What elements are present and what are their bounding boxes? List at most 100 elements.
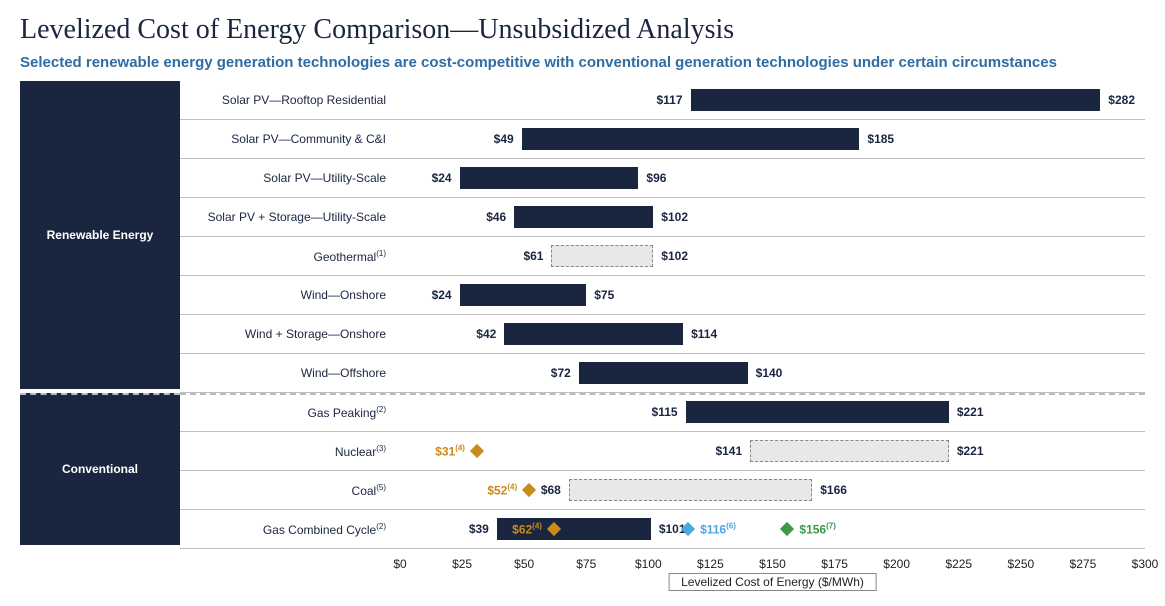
marker-label: $52(4) bbox=[487, 483, 517, 498]
row-label: Wind + Storage—Onshore bbox=[180, 327, 400, 341]
marker-label: $62(4) bbox=[512, 522, 542, 537]
low-value: $115 bbox=[652, 405, 678, 419]
range-bar bbox=[750, 440, 949, 462]
row-bar-area: $24 $96 bbox=[400, 159, 1145, 197]
low-value: $42 bbox=[476, 327, 496, 341]
chart-row: Solar PV—Utility-Scale $24 $96 bbox=[180, 159, 1145, 198]
chart-row: Solar PV + Storage—Utility-Scale $46 $102 bbox=[180, 198, 1145, 237]
row-label: Solar PV—Rooftop Residential bbox=[180, 93, 400, 107]
row-bar-area: $68 $166 $52(4) bbox=[400, 471, 1145, 509]
high-value: $140 bbox=[756, 366, 783, 380]
axis-tick: $225 bbox=[945, 557, 972, 571]
high-value: $282 bbox=[1108, 93, 1135, 107]
marker-label: $31(4) bbox=[435, 444, 465, 459]
high-value: $221 bbox=[957, 405, 984, 419]
chart-row: Solar PV—Rooftop Residential $117 $282 bbox=[180, 81, 1145, 120]
axis-tick: $250 bbox=[1007, 557, 1034, 571]
category-box: Renewable Energy bbox=[20, 81, 180, 389]
high-value: $75 bbox=[594, 288, 614, 302]
row-label: Wind—Offshore bbox=[180, 366, 400, 380]
row-label: Coal(5) bbox=[180, 483, 400, 498]
chart-row: Nuclear(3) $141 $221 $31(4) bbox=[180, 432, 1145, 471]
low-value: $61 bbox=[523, 249, 543, 263]
chart-subtitle: Selected renewable energy generation tec… bbox=[20, 54, 1145, 71]
range-bar bbox=[569, 479, 812, 501]
high-value: $114 bbox=[691, 327, 717, 341]
low-value: $39 bbox=[469, 522, 489, 536]
row-label: Geothermal(1) bbox=[180, 249, 400, 264]
axis-tick: $275 bbox=[1070, 557, 1097, 571]
range-bar bbox=[579, 362, 748, 384]
high-value: $221 bbox=[957, 444, 984, 458]
range-bar bbox=[691, 89, 1101, 111]
chart-title: Levelized Cost of Energy Comparison—Unsu… bbox=[20, 14, 1145, 46]
axis-tick: $150 bbox=[759, 557, 786, 571]
high-value: $185 bbox=[867, 132, 894, 146]
chart-row: Wind—Offshore $72 $140 bbox=[180, 354, 1145, 393]
axis-tick: $75 bbox=[576, 557, 596, 571]
row-bar-area: $49 $185 bbox=[400, 120, 1145, 158]
low-value: $49 bbox=[494, 132, 514, 146]
category-divider bbox=[180, 393, 1145, 395]
axis-tick: $25 bbox=[452, 557, 472, 571]
range-bar bbox=[460, 284, 587, 306]
chart-area: Renewable EnergyConventional Solar PV—Ro… bbox=[20, 81, 1145, 555]
low-value: $46 bbox=[486, 210, 506, 224]
marker-label: $116(6) bbox=[700, 522, 736, 537]
row-label: Gas Peaking(2) bbox=[180, 405, 400, 420]
row-label: Solar PV—Community & C&I bbox=[180, 132, 400, 146]
range-bar bbox=[522, 128, 860, 150]
high-value: $102 bbox=[661, 249, 688, 263]
row-label: Solar PV + Storage—Utility-Scale bbox=[180, 210, 400, 224]
row-bar-area: $72 $140 bbox=[400, 354, 1145, 392]
chart-row: Gas Peaking(2) $115 $221 bbox=[180, 393, 1145, 432]
range-bar bbox=[460, 167, 639, 189]
low-value: $24 bbox=[432, 171, 452, 185]
axis-tick: $200 bbox=[883, 557, 910, 571]
high-value: $102 bbox=[661, 210, 688, 224]
rows-column: Solar PV—Rooftop Residential$117$282Sola… bbox=[180, 81, 1145, 555]
category-divider bbox=[20, 393, 180, 395]
diamond-marker bbox=[522, 483, 536, 497]
low-value: $141 bbox=[715, 444, 742, 458]
chart-row: Solar PV—Community & C&I $49 $185 bbox=[180, 120, 1145, 159]
row-bar-area: $61 $102 bbox=[400, 237, 1145, 275]
marker-label: $156(7) bbox=[799, 522, 835, 537]
chart-row: Gas Combined Cycle(2)$39$101$62(4)$116(6… bbox=[180, 510, 1145, 549]
row-label: Wind—Onshore bbox=[180, 288, 400, 302]
row-bar-area: $115 $221 bbox=[400, 393, 1145, 431]
high-value: $96 bbox=[646, 171, 666, 185]
row-label: Nuclear(3) bbox=[180, 444, 400, 459]
chart-row: Wind—Onshore $24 $75 bbox=[180, 276, 1145, 315]
low-value: $117 bbox=[657, 93, 683, 107]
axis-tick: $100 bbox=[635, 557, 662, 571]
chart-row: Coal(5) $68 $166 $52(4) bbox=[180, 471, 1145, 510]
low-value: $68 bbox=[541, 483, 561, 497]
axis-tick: $300 bbox=[1132, 557, 1159, 571]
range-bar bbox=[686, 401, 949, 423]
category-box: Conventional bbox=[20, 393, 180, 545]
row-bar-area: $46 $102 bbox=[400, 198, 1145, 236]
row-bar-area: $39$101$62(4)$116(6)$156(7) bbox=[400, 510, 1145, 548]
category-column: Renewable EnergyConventional bbox=[20, 81, 180, 555]
diamond-marker bbox=[780, 522, 794, 536]
chart-row: Geothermal(1) $61 $102 bbox=[180, 237, 1145, 276]
low-value: $72 bbox=[551, 366, 571, 380]
axis-tick: $0 bbox=[393, 557, 406, 571]
row-label: Gas Combined Cycle(2) bbox=[180, 522, 400, 537]
axis-tick: $50 bbox=[514, 557, 534, 571]
row-bar-area: $42 $114 bbox=[400, 315, 1145, 353]
row-label: Solar PV—Utility-Scale bbox=[180, 171, 400, 185]
chart-row: Wind + Storage—Onshore $42 $114 bbox=[180, 315, 1145, 354]
row-bar-area: $117 $282 bbox=[400, 81, 1145, 119]
axis-tick: $125 bbox=[697, 557, 724, 571]
range-bar bbox=[551, 245, 653, 267]
row-bar-area: $141 $221 $31(4) bbox=[400, 432, 1145, 470]
diamond-marker bbox=[470, 444, 484, 458]
x-axis: Levelized Cost of Energy ($/MWh) $0$25$5… bbox=[400, 555, 1145, 595]
axis-tick: $175 bbox=[821, 557, 848, 571]
range-bar bbox=[514, 206, 653, 228]
high-value: $166 bbox=[820, 483, 847, 497]
low-value: $24 bbox=[432, 288, 452, 302]
range-bar bbox=[504, 323, 683, 345]
